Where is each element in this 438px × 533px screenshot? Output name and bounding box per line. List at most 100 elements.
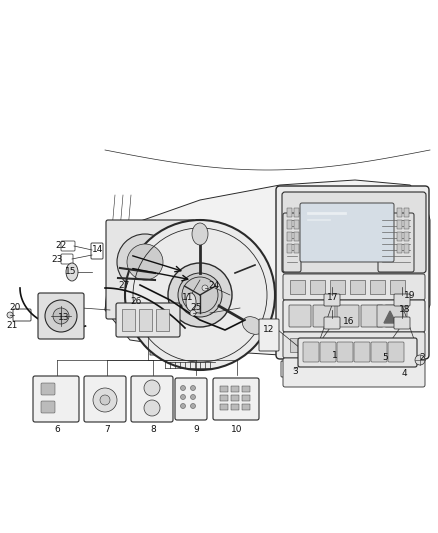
Text: 3: 3 [292,367,298,376]
Bar [231,386,239,392]
Circle shape [154,269,186,301]
Bar [404,208,409,217]
Text: 4: 4 [401,369,407,378]
FancyBboxPatch shape [377,305,403,327]
Bar [318,338,340,352]
Circle shape [180,385,186,391]
FancyBboxPatch shape [213,378,259,420]
Circle shape [144,400,160,416]
FancyBboxPatch shape [394,294,410,306]
Ellipse shape [243,317,263,334]
Bar [220,395,228,401]
FancyBboxPatch shape [303,342,319,362]
Text: 11: 11 [182,294,194,303]
Polygon shape [150,240,205,355]
Text: 24: 24 [208,280,219,289]
Bar [397,244,402,253]
FancyBboxPatch shape [388,342,404,362]
Text: 1: 1 [332,351,338,359]
Bar [242,395,250,401]
FancyBboxPatch shape [283,213,301,272]
Bar [287,208,292,217]
FancyBboxPatch shape [289,305,311,327]
Bar [404,232,409,241]
Text: 15: 15 [65,268,77,277]
Text: 23: 23 [51,255,63,264]
Ellipse shape [66,263,78,281]
Polygon shape [384,311,396,323]
FancyBboxPatch shape [385,305,407,327]
Circle shape [191,394,195,400]
Circle shape [144,380,160,396]
FancyBboxPatch shape [84,376,126,422]
Circle shape [45,300,77,332]
Bar [350,280,365,294]
FancyBboxPatch shape [283,358,425,387]
Circle shape [117,234,173,290]
Bar [242,404,250,410]
FancyBboxPatch shape [337,342,353,362]
Text: 9: 9 [193,425,199,434]
Bar [404,220,409,229]
FancyBboxPatch shape [38,293,84,339]
Circle shape [191,385,195,391]
Text: 12: 12 [263,326,275,335]
Circle shape [202,285,208,291]
Bar [310,280,325,294]
Text: 20: 20 [9,303,21,312]
Ellipse shape [192,223,208,245]
Bar [404,244,409,253]
FancyBboxPatch shape [61,254,73,264]
Text: 2: 2 [419,353,425,362]
FancyBboxPatch shape [371,342,387,362]
Circle shape [180,403,186,408]
Text: 8: 8 [150,425,156,434]
FancyBboxPatch shape [378,213,414,272]
Text: 10: 10 [231,425,243,434]
FancyBboxPatch shape [283,332,425,358]
FancyBboxPatch shape [283,274,425,300]
Bar [294,208,299,217]
Text: 6: 6 [54,425,60,434]
Text: 21: 21 [6,320,18,329]
Text: 7: 7 [104,425,110,434]
Bar [139,309,152,331]
Bar [220,386,228,392]
FancyBboxPatch shape [394,317,410,329]
FancyBboxPatch shape [41,401,55,413]
FancyBboxPatch shape [399,367,413,379]
FancyBboxPatch shape [41,383,55,395]
Circle shape [190,310,196,316]
Bar [397,232,402,241]
Text: 25: 25 [191,303,201,312]
Circle shape [53,308,69,324]
Text: 16: 16 [343,318,355,327]
FancyBboxPatch shape [38,380,72,398]
Bar [231,404,239,410]
FancyBboxPatch shape [283,300,425,332]
FancyBboxPatch shape [116,303,180,337]
Ellipse shape [137,317,158,334]
Bar [294,220,299,229]
FancyBboxPatch shape [38,398,72,416]
Bar [122,309,135,331]
FancyBboxPatch shape [175,378,207,420]
FancyBboxPatch shape [262,322,276,334]
FancyBboxPatch shape [320,342,336,362]
FancyBboxPatch shape [383,354,395,368]
Ellipse shape [186,293,196,311]
Circle shape [191,403,195,408]
FancyBboxPatch shape [195,307,211,319]
Bar [287,244,292,253]
Circle shape [125,220,275,370]
Bar [397,208,402,217]
Circle shape [127,244,163,280]
FancyBboxPatch shape [371,354,383,368]
FancyBboxPatch shape [354,342,370,362]
Bar [290,280,305,294]
Bar [290,338,312,352]
Bar [397,220,402,229]
FancyBboxPatch shape [207,282,223,294]
Circle shape [178,273,222,317]
Text: 13: 13 [58,313,70,322]
